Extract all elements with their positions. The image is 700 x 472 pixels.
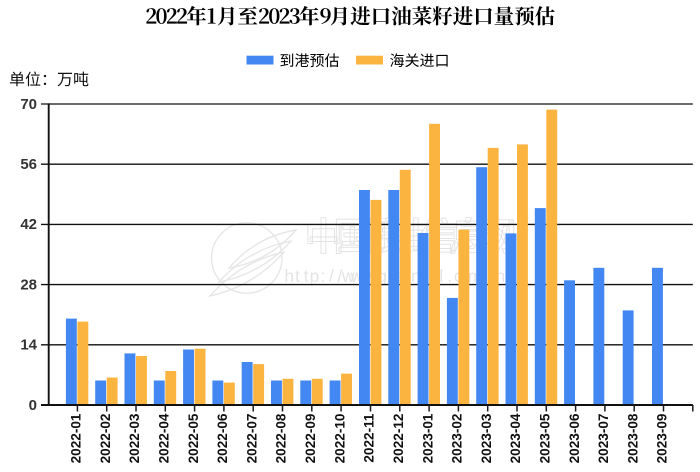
svg-text:14: 14 [20, 337, 37, 354]
svg-text:2022-12: 2022-12 [391, 413, 406, 463]
svg-text:n: n [411, 266, 421, 286]
svg-text::: : [321, 266, 326, 286]
svg-text:2022-10: 2022-10 [332, 414, 347, 464]
svg-text:2022-06: 2022-06 [215, 413, 230, 463]
svg-text:2023-02: 2023-02 [450, 413, 465, 463]
svg-text:.: . [447, 266, 452, 286]
svg-text:70: 70 [20, 96, 37, 113]
svg-text:w: w [341, 266, 355, 286]
svg-text:2022-04: 2022-04 [157, 413, 172, 463]
svg-text:56: 56 [20, 156, 37, 173]
svg-text:c: c [454, 266, 463, 286]
svg-text:2023-05: 2023-05 [538, 413, 553, 463]
svg-text:28: 28 [20, 276, 37, 293]
svg-text:/: / [337, 266, 342, 286]
svg-text:2023-04: 2023-04 [508, 413, 523, 463]
svg-text:42: 42 [20, 216, 37, 233]
svg-text:p: p [310, 266, 320, 286]
svg-text:2022-01: 2022-01 [69, 413, 84, 463]
svg-text:n: n [496, 266, 506, 286]
svg-text:2022-07: 2022-07 [244, 414, 259, 464]
svg-text:g: g [377, 266, 387, 286]
svg-text:2023-09: 2023-09 [655, 413, 670, 463]
svg-text:2022-02: 2022-02 [98, 413, 113, 463]
svg-text:2022-08: 2022-08 [274, 413, 289, 463]
svg-text:2022-05: 2022-05 [186, 413, 201, 463]
svg-text:/: / [329, 266, 334, 286]
svg-text:h: h [284, 266, 294, 286]
svg-text:2023-01: 2023-01 [420, 413, 435, 463]
svg-text:2022-09: 2022-09 [303, 413, 318, 463]
svg-text:2022-03: 2022-03 [127, 413, 142, 463]
svg-text:2023-07: 2023-07 [596, 414, 611, 464]
svg-text:2022-11: 2022-11 [362, 413, 377, 463]
svg-text:2023-08: 2023-08 [625, 413, 640, 463]
svg-text:2023-06: 2023-06 [567, 413, 582, 463]
svg-text:0: 0 [29, 397, 37, 414]
svg-text:l: l [439, 266, 443, 286]
svg-text:t: t [304, 266, 309, 286]
svg-text:2023-03: 2023-03 [479, 413, 494, 463]
svg-text:t: t [295, 266, 300, 286]
